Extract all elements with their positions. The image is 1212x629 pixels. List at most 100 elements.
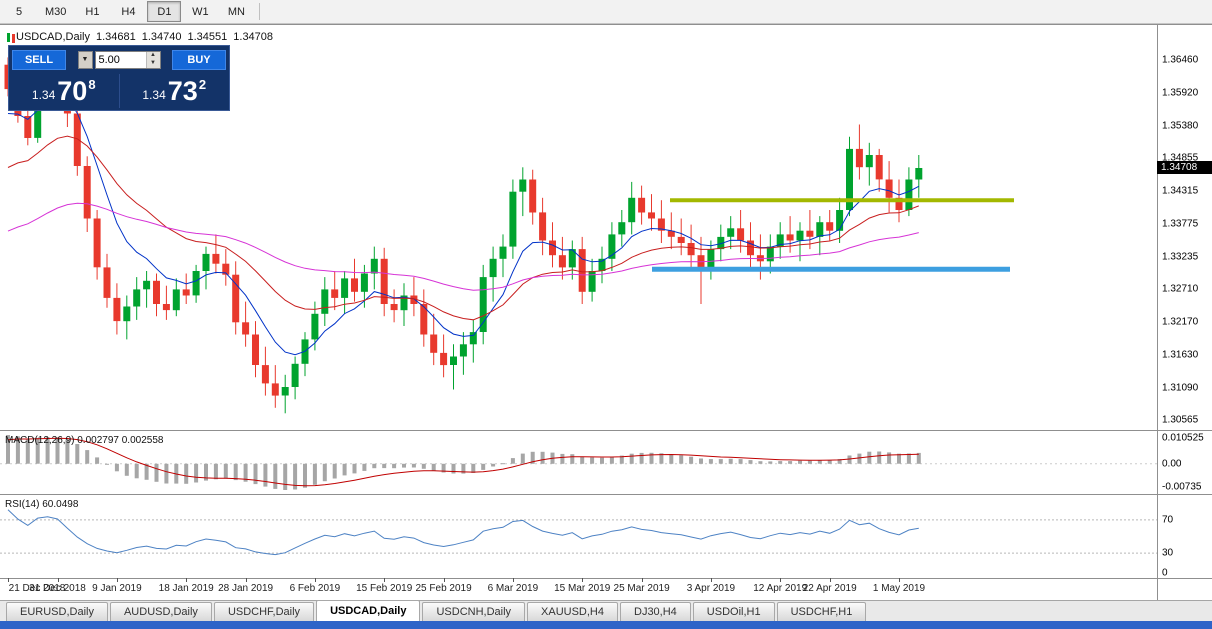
date-tick	[8, 578, 9, 582]
tab-usdchf-h1[interactable]: USDCHF,H1	[776, 602, 867, 621]
date-label: 6 Feb 2019	[289, 583, 341, 594]
bottom-strip	[0, 621, 1212, 629]
sell-price[interactable]: 1.34 70 8	[9, 70, 119, 112]
rsi-panel-chart[interactable]	[0, 495, 1157, 578]
macd-signal-line	[7, 437, 919, 487]
date-tick	[710, 578, 712, 582]
macd-axis-label: -0.00735	[1162, 481, 1202, 493]
volume-field: ▲ ▼	[94, 50, 161, 69]
moving-average-55	[7, 202, 919, 291]
date-label: 12 Apr 2019	[753, 583, 808, 594]
buy-price-prefix: 1.34	[142, 88, 166, 102]
tab-eurusd-daily[interactable]: EURUSD,Daily	[6, 602, 108, 621]
volume-stepper: ▲ ▼	[145, 51, 160, 68]
tab-dj30-h4[interactable]: DJ30,H4	[620, 602, 691, 621]
timeframe-button-mn[interactable]: MN	[227, 5, 245, 18]
moving-average-21	[7, 135, 919, 321]
price-axis-label: 1.33235	[1162, 251, 1199, 263]
rsi-axis-label: 0	[1162, 567, 1168, 579]
sell-button[interactable]: SELL	[12, 49, 66, 70]
symbol-label: USDCAD,Daily	[16, 31, 90, 43]
panel-separator	[0, 430, 1212, 431]
date-tick	[443, 578, 445, 582]
chart-tabs-bar: EURUSD,Daily AUDUSD,Daily USDCHF,Daily USDC…	[0, 600, 1212, 621]
date-tick	[641, 578, 643, 582]
timeframe-button-h1[interactable]: H1	[85, 5, 100, 18]
buy-button[interactable]: BUY	[172, 49, 226, 70]
price-axis-label: 1.34315	[1162, 185, 1199, 197]
volume-input[interactable]	[95, 51, 146, 68]
panel-separator	[0, 24, 1212, 25]
date-label: 3 Apr 2019	[686, 583, 736, 594]
timeframe-toolbar: 5 M30 H1 H4 D1 W1 MN	[0, 0, 1212, 24]
date-tick	[512, 578, 514, 582]
panel-separator	[0, 494, 1212, 495]
buy-price[interactable]: 1.34 73 2	[120, 70, 230, 112]
ohlc-close: 1.34708	[233, 31, 274, 43]
timeframe-button-m30[interactable]: M30	[45, 5, 67, 18]
buy-price-big: 73	[167, 76, 198, 106]
date-tick	[186, 578, 188, 582]
volume-increase-button[interactable]: ▲	[146, 51, 160, 60]
price-axis-label: 1.35380	[1162, 120, 1199, 132]
date-label: 9 Jan 2019	[92, 583, 142, 594]
date-label: 1 May 2019	[872, 583, 926, 594]
macd-axis-label: 0.010525	[1162, 432, 1204, 444]
tab-xauusd-h4[interactable]: XAUUSD,H4	[527, 602, 618, 621]
current-price-tag: 1.34708	[1157, 160, 1212, 174]
panel-separator	[0, 578, 1212, 579]
price-axis-label: 1.32710	[1162, 283, 1199, 295]
ohlc-high: 1.34740	[141, 31, 182, 43]
timeframe-button-d1[interactable]: D1	[147, 1, 182, 22]
date-label: 25 Mar 2019	[613, 583, 670, 594]
toolbar-separator	[259, 3, 261, 20]
tab-usdcnh-daily[interactable]: USDCNH,Daily	[422, 602, 526, 621]
date-tick	[780, 578, 782, 582]
one-click-trading-panel: SELL ▼ ▲ ▼ BUY 1.34 70 8	[8, 45, 230, 111]
date-tick	[384, 578, 386, 582]
rsi-line	[7, 509, 919, 556]
date-tick	[57, 578, 59, 582]
sell-price-big: 70	[57, 76, 88, 106]
rsi-label: RSI(14) 60.0498	[5, 499, 79, 510]
chart-window: USDCAD,Daily 1.34681 1.34740 1.34551 1.3…	[0, 24, 1212, 600]
timeframe-button-w1[interactable]: W1	[192, 5, 209, 18]
price-axis-label: 1.32170	[1162, 316, 1199, 328]
macd-label: MACD(12,26,9) 0.002797 0.002558	[5, 435, 164, 446]
price-axis-label: 1.36460	[1162, 54, 1199, 66]
price-axis-label: 1.30565	[1162, 414, 1199, 426]
tab-audusd-daily[interactable]: AUDUSD,Daily	[109, 602, 212, 621]
tab-usdchf-daily[interactable]: USDCHF,Daily	[213, 602, 315, 621]
date-label: 28 Jan 2019	[218, 583, 274, 594]
price-axis-label: 1.33775	[1162, 218, 1199, 230]
sell-price-prefix: 1.34	[31, 88, 56, 102]
macd-axis-label: 0.00	[1162, 458, 1182, 470]
date-label: 15 Mar 2019	[554, 583, 611, 594]
macd-histogram	[6, 435, 921, 490]
tab-usdoil-h1[interactable]: USDOil,H1	[692, 602, 775, 621]
macd-panel-chart[interactable]	[0, 431, 1157, 494]
date-label: 15 Feb 2019	[356, 583, 413, 594]
rsi-axis-label: 30	[1162, 547, 1174, 559]
date-label: 31 Dec 2018	[29, 583, 86, 594]
date-label: 25 Feb 2019	[415, 583, 472, 594]
price-axis-label: 1.31630	[1162, 349, 1199, 361]
date-tick	[314, 578, 316, 582]
date-tick	[899, 578, 900, 582]
volume-decrease-button[interactable]: ▼	[146, 59, 160, 68]
date-tick	[245, 578, 247, 582]
chevron-down-icon: ▼	[81, 56, 89, 63]
price-axis-border	[1157, 24, 1158, 600]
volume-dropdown-button[interactable]: ▼	[77, 50, 93, 69]
price-axis-label: 1.31090	[1162, 382, 1199, 394]
timeframe-button-h4[interactable]: H4	[121, 5, 136, 18]
chart-title: USDCAD,Daily 1.34681 1.34740 1.34551 1.3…	[7, 31, 279, 43]
date-label: 21 Dec 2018	[8, 583, 66, 594]
ohlc-open: 1.34681	[95, 31, 136, 43]
chart-icon	[7, 32, 10, 42]
price-divider	[118, 74, 120, 108]
date-label: 6 Mar 2019	[487, 583, 539, 594]
date-tick	[829, 578, 831, 582]
timeframe-button-5[interactable]: 5	[15, 5, 23, 18]
tab-usdcad-daily[interactable]: USDCAD,Daily	[316, 600, 421, 621]
